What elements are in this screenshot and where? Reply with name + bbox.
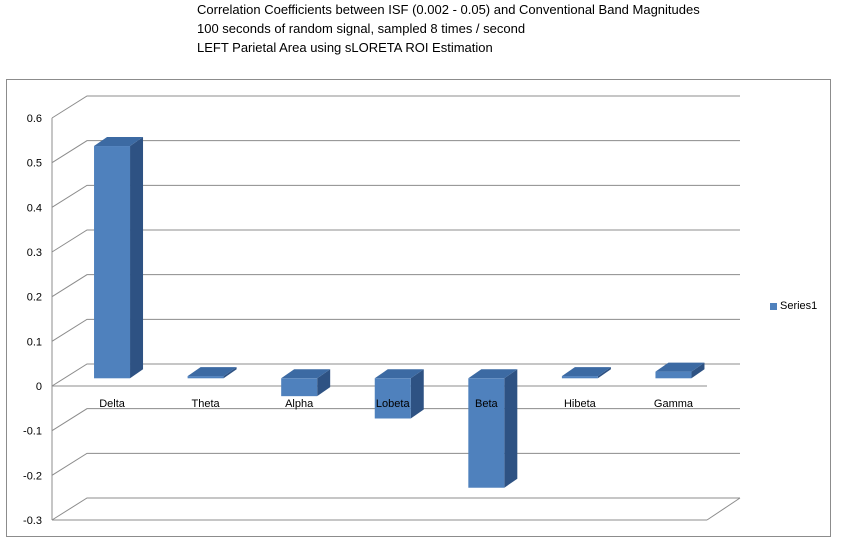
gridline	[51, 408, 740, 432]
bar-front	[94, 146, 131, 379]
gridline	[51, 95, 740, 119]
y-tick-label: -0.2	[23, 470, 42, 482]
y-tick-label: 0.6	[27, 113, 42, 125]
chart-area	[6, 79, 831, 537]
title-line-2: 100 seconds of random signal, sampled 8 …	[197, 21, 526, 36]
category-label: Lobeta	[376, 398, 411, 410]
bar-side	[223, 367, 237, 379]
y-tick-label: 0.1	[27, 336, 42, 348]
title-line-1: Correlation Coefficients between ISF (0.…	[197, 2, 700, 17]
bar-front	[374, 378, 411, 419]
bar-side	[691, 362, 705, 379]
y-tick-label: 0.3	[27, 247, 42, 259]
bar-top	[374, 369, 424, 379]
legend: Series1	[770, 300, 817, 312]
gridline	[51, 497, 740, 521]
bar-alpha	[281, 369, 331, 397]
bar-top	[561, 367, 611, 377]
gridline	[51, 184, 740, 208]
gridline	[51, 229, 740, 253]
y-tick-label: 0.2	[27, 292, 42, 304]
bar-front	[187, 376, 224, 379]
category-label: Alpha	[285, 398, 314, 410]
bar-side	[410, 369, 424, 419]
gridline	[51, 318, 740, 342]
bar-top	[94, 137, 144, 147]
legend-label: Series1	[780, 300, 818, 312]
bar-top	[187, 367, 237, 377]
category-label: Gamma	[654, 398, 694, 410]
bar-front	[655, 371, 692, 379]
bar-lobeta	[374, 369, 424, 419]
bar-delta	[94, 137, 144, 379]
bar-side	[597, 367, 611, 379]
bar-top	[468, 369, 518, 379]
gridline	[51, 452, 740, 476]
gridline	[51, 274, 740, 298]
category-label: Hibeta	[564, 398, 597, 410]
bar-hibeta	[561, 367, 611, 379]
gridline	[51, 140, 740, 164]
category-label: Delta	[99, 398, 126, 410]
y-tick-label: 0.4	[27, 202, 42, 214]
bar-beta	[468, 369, 518, 488]
y-tick-label: 0	[36, 381, 42, 393]
chart-title: Correlation Coefficients between ISF (0.…	[197, 0, 700, 57]
bar-top	[655, 362, 705, 372]
gridline	[51, 363, 740, 387]
bar-theta	[187, 367, 237, 379]
y-tick-label: -0.3	[23, 515, 42, 527]
y-tick-label: 0.5	[27, 158, 42, 170]
bar-top	[281, 369, 331, 379]
category-label: Beta	[475, 398, 499, 410]
legend-swatch	[770, 302, 777, 310]
bar-gamma	[655, 362, 705, 379]
bar-side	[504, 369, 518, 488]
bar-front	[468, 378, 505, 488]
bar-side	[317, 369, 331, 397]
floor-right-edge	[706, 497, 741, 521]
category-label: Theta	[192, 398, 221, 410]
bar-front	[561, 376, 598, 379]
y-tick-label: -0.1	[23, 426, 42, 438]
bar-front	[281, 378, 318, 397]
title-line-3: LEFT Parietal Area using sLORETA ROI Est…	[197, 40, 493, 55]
bar-side	[130, 137, 144, 379]
